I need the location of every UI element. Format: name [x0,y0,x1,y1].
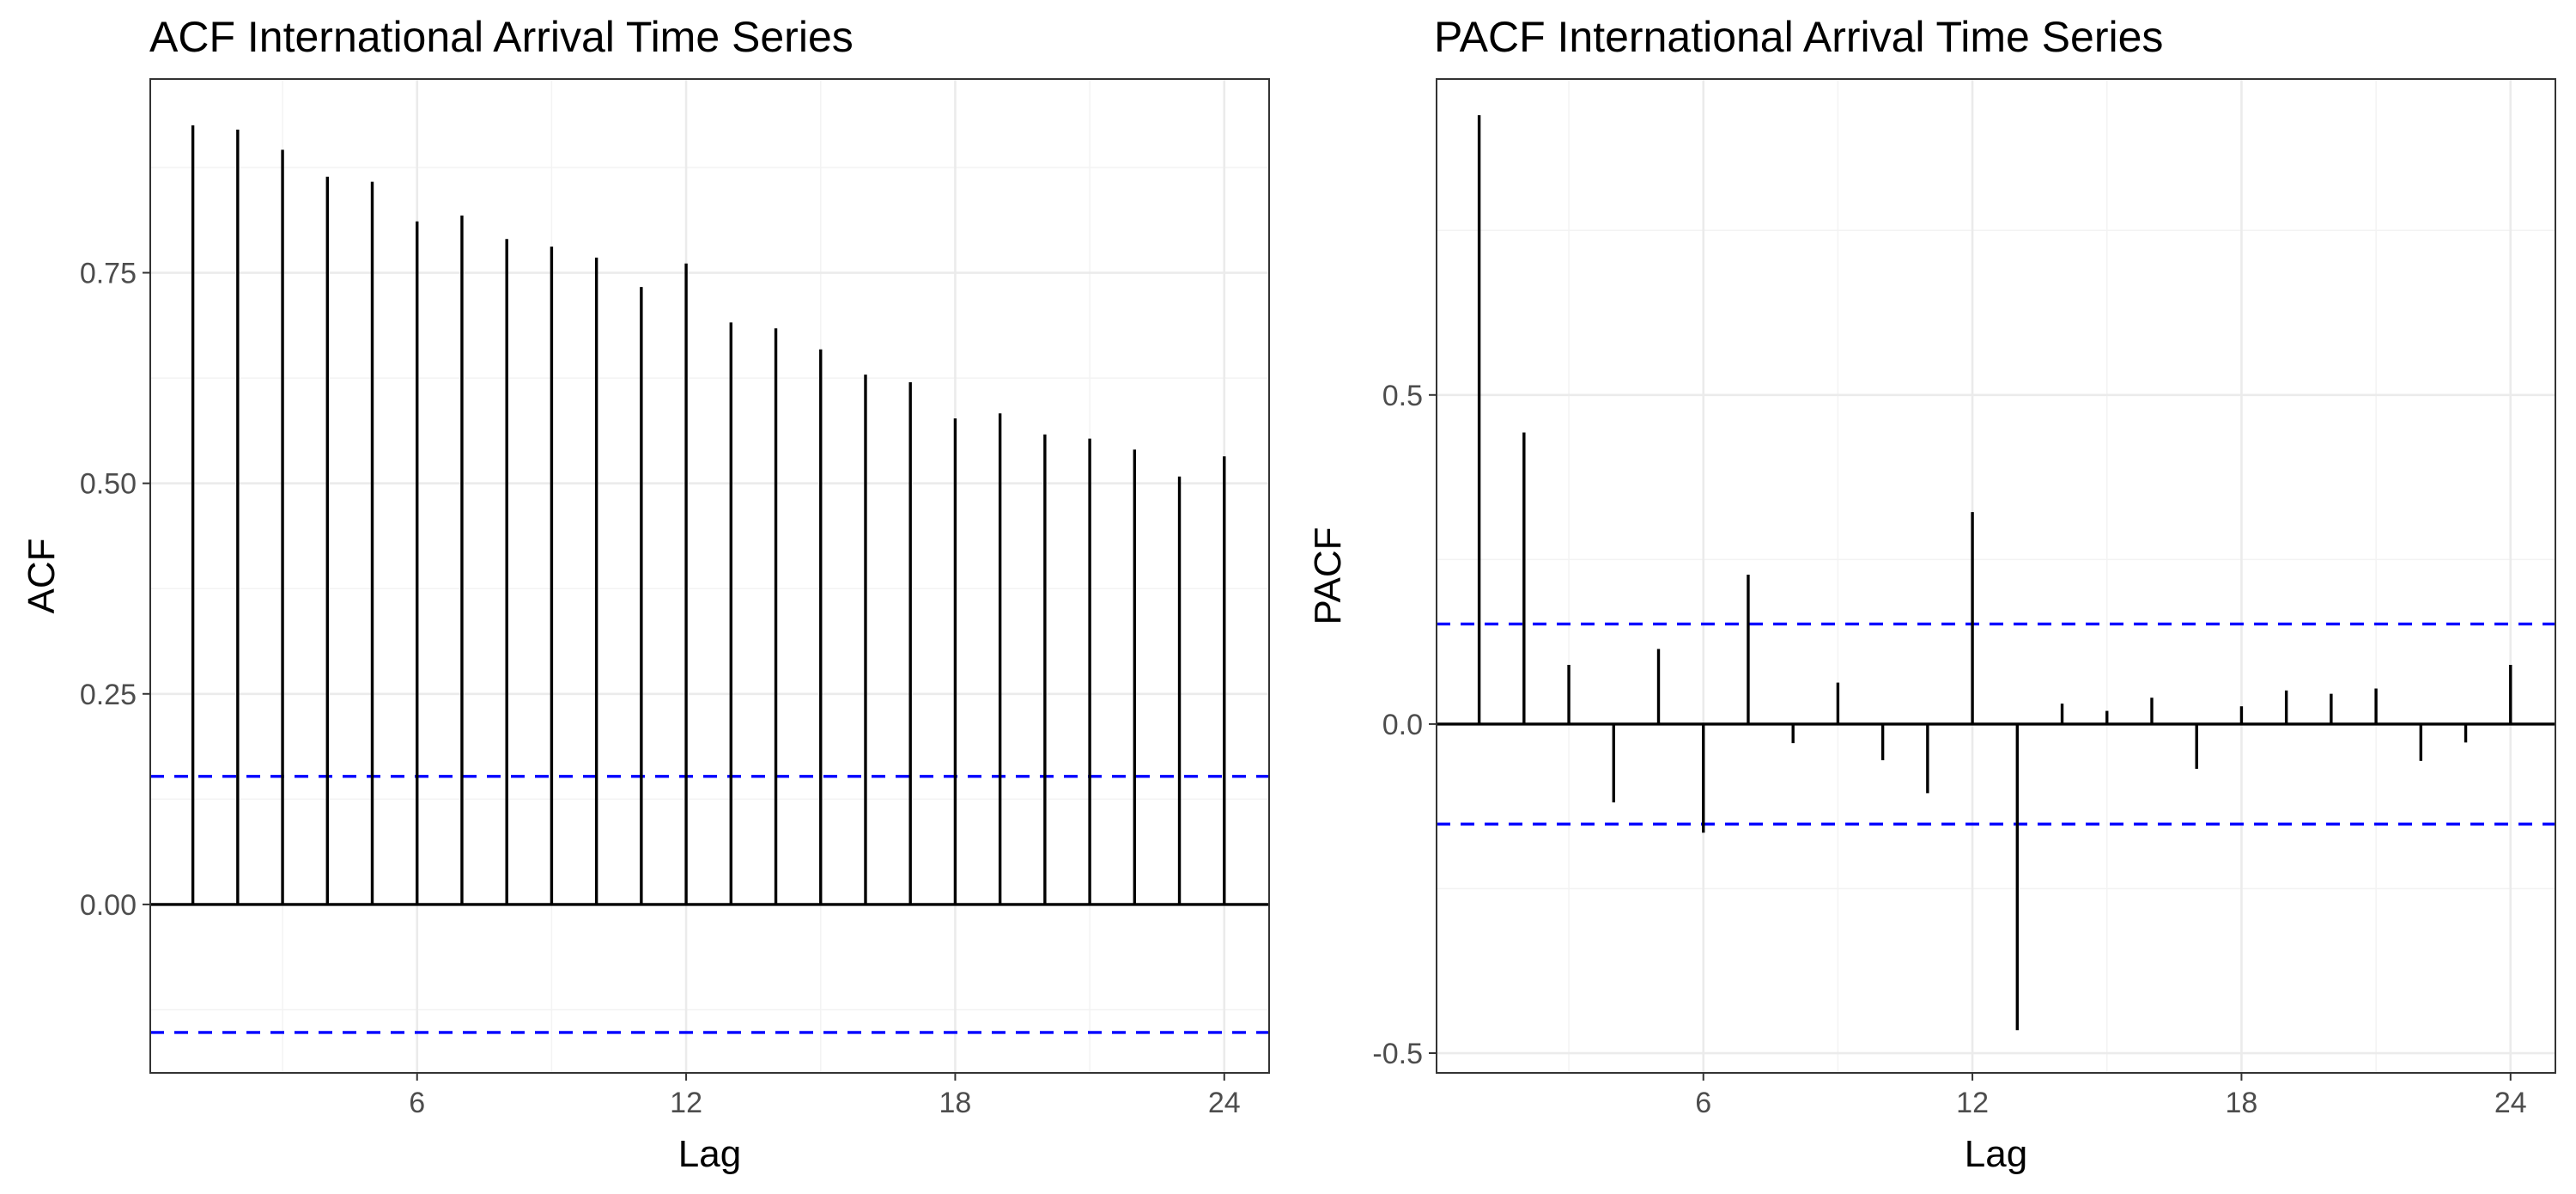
x-tick-label: 12 [1956,1087,1989,1119]
y-tick-label: 0.0 [1382,709,1423,741]
y-tick-label: 0.25 [80,679,137,711]
x-tick-label: 18 [2226,1087,2258,1119]
panel-border [149,78,1270,1074]
x-axis-title: Lag [678,1133,741,1175]
y-axis-title: ACF [21,539,63,614]
y-tick-label: 0.5 [1382,380,1423,412]
confidence-bounds [1437,622,2555,826]
y-tick-label: 0.75 [80,258,137,290]
x-tick-label: 24 [1208,1087,1241,1119]
x-tick-label: 6 [1695,1087,1711,1119]
y-axis-title: PACF [1307,527,1349,624]
grid [150,79,1269,1073]
x-tick-label: 24 [2494,1087,2527,1119]
y-axis-ticks: -0.5 0.0 0.5 [1372,380,1437,1070]
pacf-chart: PACF International Arrival Time Series -… [1307,13,2556,1175]
acf-chart: ACF International Arrival Time Series 0.… [21,13,1270,1175]
chart-title: PACF International Arrival Time Series [1434,13,2163,61]
x-tick-label: 18 [939,1087,972,1119]
chart-title: ACF International Arrival Time Series [149,13,854,61]
grid [1437,79,2555,1073]
x-tick-label: 12 [670,1087,702,1119]
x-axis-ticks: 6 12 18 24 [1695,1073,2527,1119]
x-axis-title: Lag [1965,1133,2027,1175]
x-tick-label: 6 [409,1087,425,1119]
confidence-bounds [150,775,1269,1034]
spikes [191,125,1226,905]
y-axis-ticks: 0.00 0.25 0.50 0.75 [80,258,150,922]
y-tick-label: -0.5 [1372,1038,1423,1070]
spikes [1477,115,2512,1031]
panel-border [1436,78,2556,1074]
x-axis-ticks: 6 12 18 24 [409,1073,1241,1119]
y-tick-label: 0.50 [80,468,137,501]
y-tick-label: 0.00 [80,889,137,922]
